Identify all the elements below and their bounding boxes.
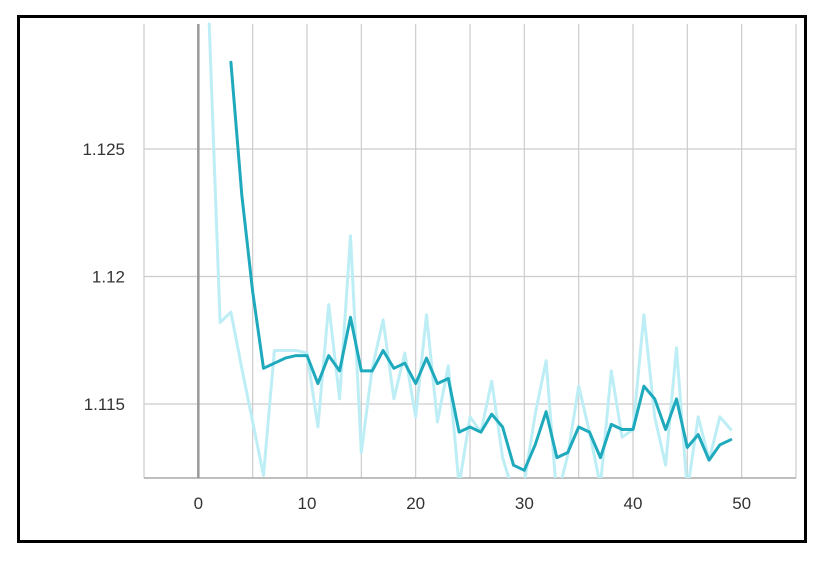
line-chart: 0 10 20 30 40 50 1.115 1.12 1.125 bbox=[82, 22, 797, 513]
x-tick-label: 40 bbox=[624, 494, 643, 513]
x-tick-label: 30 bbox=[515, 494, 534, 513]
y-tick-label: 1.115 bbox=[84, 395, 125, 414]
tick-labels: 0 10 20 30 40 50 1.115 1.12 1.125 bbox=[82, 140, 751, 513]
x-tick-label: 0 bbox=[194, 494, 203, 513]
x-tick-label: 50 bbox=[732, 494, 751, 513]
series bbox=[207, 22, 733, 478]
y-tick-label: 1.12 bbox=[92, 268, 125, 287]
grid bbox=[143, 24, 797, 478]
x-tick-label: 10 bbox=[298, 494, 317, 513]
x-tick-label: 20 bbox=[406, 494, 425, 513]
series-line-smoothed bbox=[229, 60, 733, 472]
series-line-raw bbox=[207, 22, 733, 478]
y-tick-label: 1.125 bbox=[82, 140, 125, 159]
chart-frame: 0 10 20 30 40 50 1.115 1.12 1.125 bbox=[17, 15, 807, 543]
